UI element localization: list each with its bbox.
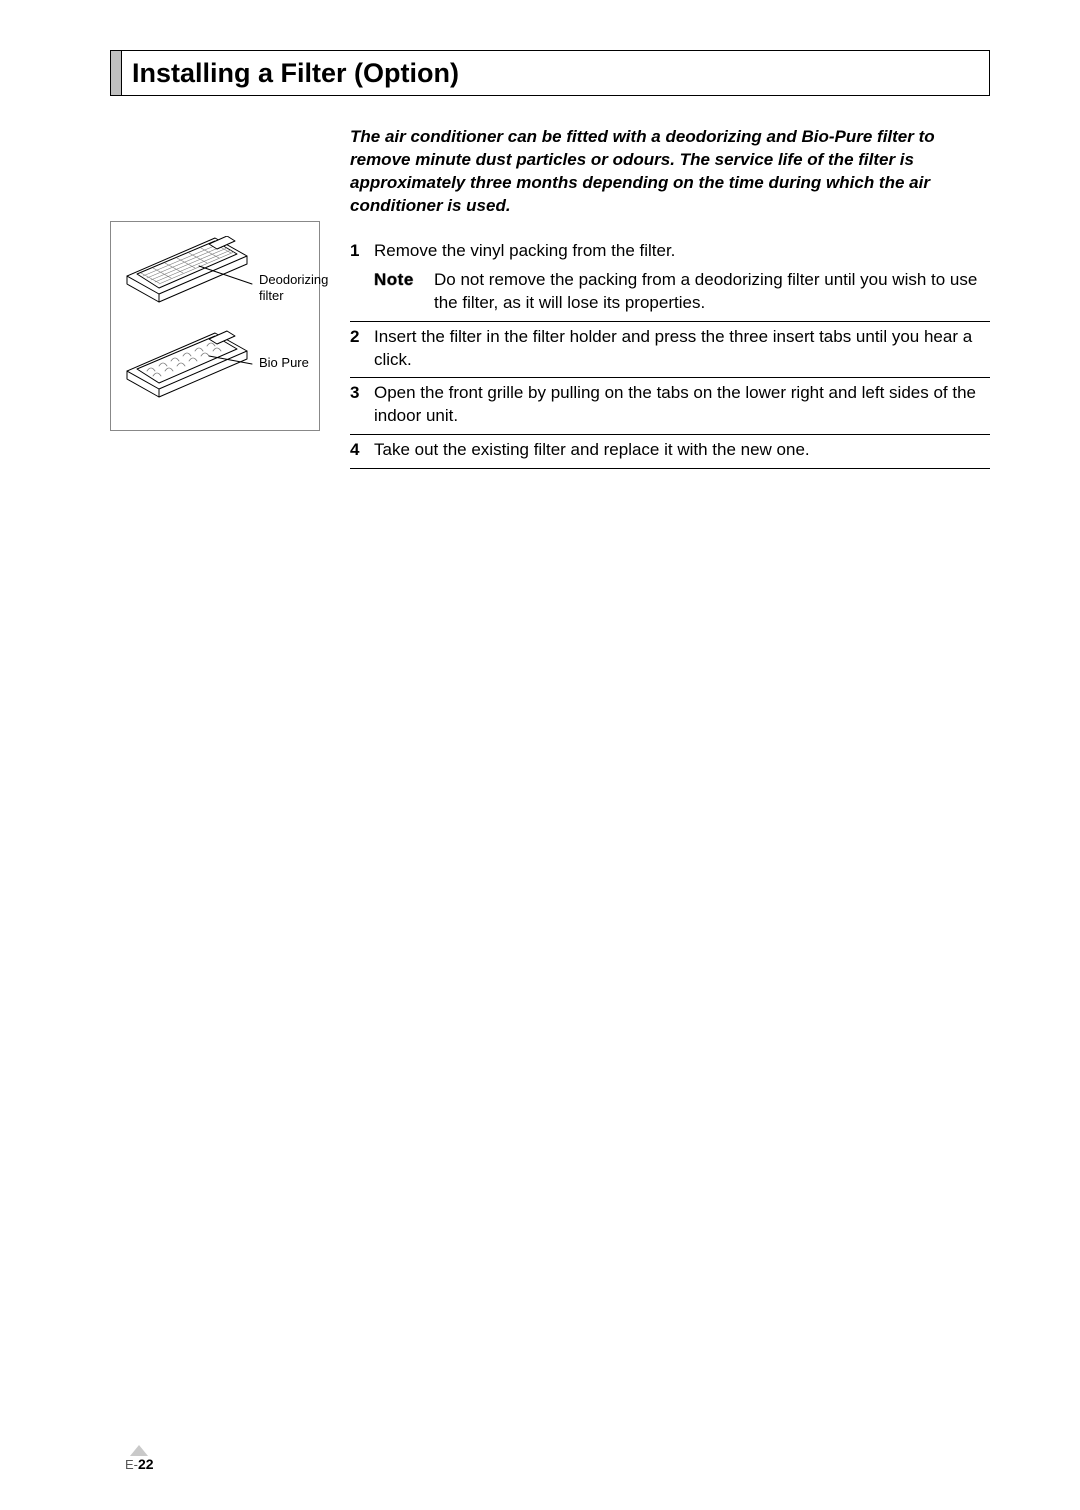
step-number: 1 [350, 240, 374, 315]
footer-prefix: E- [125, 1457, 138, 1472]
step-text: Remove the vinyl packing from the filter… [374, 241, 675, 260]
step-number: 4 [350, 439, 374, 462]
note-label: Note [374, 269, 434, 315]
step-body: Remove the vinyl packing from the filter… [374, 240, 990, 315]
filter-illustration-icon [119, 236, 254, 421]
step-3: 3 Open the front grille by pulling on th… [350, 378, 990, 435]
content-row: Deodorizingfilter Bio Pure The air condi… [110, 126, 990, 469]
title-accent-bar [111, 51, 122, 95]
step-text: Take out the existing filter and replace… [374, 439, 990, 462]
page: Installing a Filter (Option) [0, 0, 1080, 1510]
step-2: 2 Insert the filter in the filter holder… [350, 322, 990, 379]
intro-paragraph: The air conditioner can be fitted with a… [350, 126, 990, 218]
step-1: 1 Remove the vinyl packing from the filt… [350, 236, 990, 322]
step-number: 2 [350, 326, 374, 372]
illustration-label-deodorizing: Deodorizingfilter [259, 272, 328, 305]
step-text: Insert the filter in the filter holder a… [374, 326, 990, 372]
title-box: Installing a Filter (Option) [110, 50, 990, 96]
text-column: The air conditioner can be fitted with a… [350, 126, 990, 469]
page-title: Installing a Filter (Option) [122, 51, 459, 95]
footer-page-number: E-22 [125, 1456, 154, 1472]
footer-triangle-icon [130, 1445, 148, 1456]
step-text: Open the front grille by pulling on the … [374, 382, 990, 428]
illustration-box: Deodorizingfilter Bio Pure [110, 221, 320, 431]
page-footer: E-22 [125, 1445, 154, 1472]
step-4: 4 Take out the existing filter and repla… [350, 435, 990, 469]
step-number: 3 [350, 382, 374, 428]
note-text: Do not remove the packing from a deodori… [434, 269, 990, 315]
illustration-label-biopure: Bio Pure [259, 355, 309, 371]
note-row: Note Do not remove the packing from a de… [374, 269, 990, 315]
illustration-column: Deodorizingfilter Bio Pure [110, 126, 320, 431]
footer-page: 22 [138, 1456, 154, 1472]
